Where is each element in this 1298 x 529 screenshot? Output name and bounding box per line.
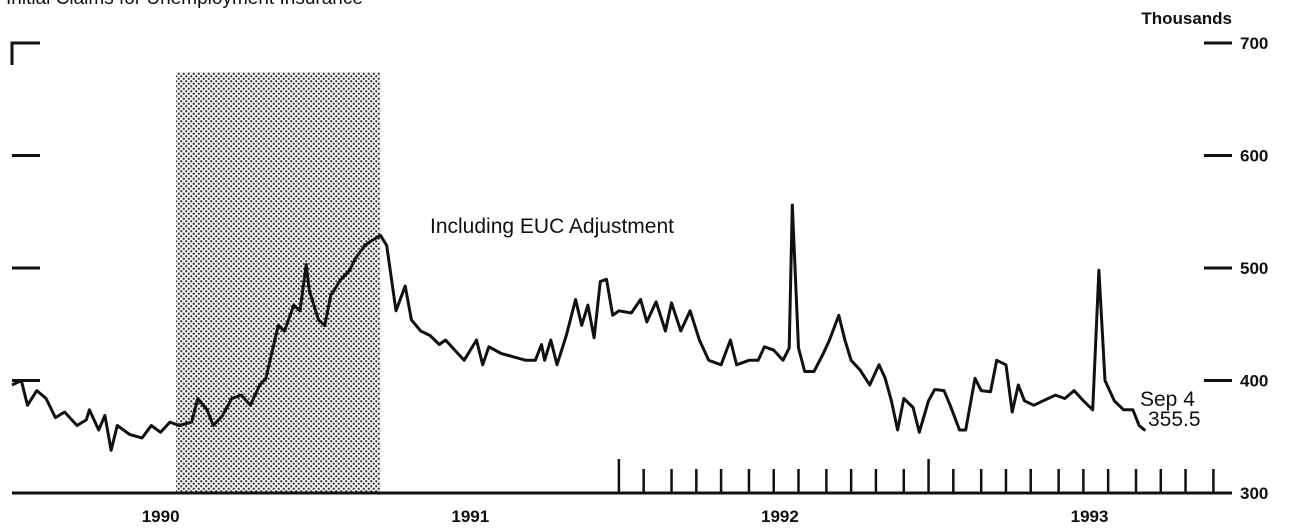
claims-line bbox=[11, 203, 1147, 452]
y-tick-label: 300 bbox=[1240, 484, 1268, 503]
annotation: Including EUC Adjustment bbox=[430, 215, 674, 238]
annotation: Sep 4 bbox=[1140, 388, 1195, 411]
x-tick-label: 1990 bbox=[142, 507, 180, 526]
y-tick-label: 600 bbox=[1240, 147, 1268, 166]
x-tick-label: 1992 bbox=[761, 507, 799, 526]
annotation: 355.5 bbox=[1148, 408, 1201, 431]
shaded-period bbox=[176, 72, 381, 493]
y-tick-label: 500 bbox=[1240, 259, 1268, 278]
y-axis-label: Thousands bbox=[1141, 9, 1232, 28]
x-tick-label: 1991 bbox=[451, 507, 489, 526]
y-tick-label: 700 bbox=[1240, 34, 1268, 53]
y-tick-label: 400 bbox=[1240, 372, 1268, 391]
chart-title: Initial Claims for Unemployment Insuranc… bbox=[6, 0, 363, 9]
x-tick-label: 1993 bbox=[1071, 507, 1109, 526]
